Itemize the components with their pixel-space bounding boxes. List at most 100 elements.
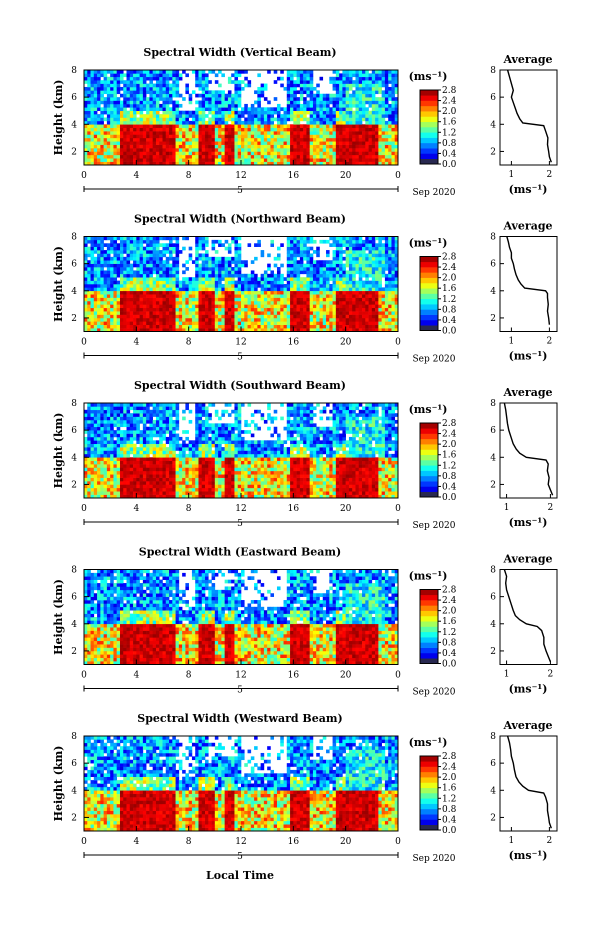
colorbar-tick-label: 2.4 xyxy=(442,97,457,107)
average-x-label: (ms⁻¹) xyxy=(509,183,548,196)
colorbar-segment xyxy=(420,127,438,133)
average-title: Average xyxy=(502,386,552,399)
colorbar-segment xyxy=(420,803,438,810)
colorbar-tick-label: 2.8 xyxy=(442,86,457,96)
colorbar-segment xyxy=(420,100,438,107)
colorbar-segment xyxy=(420,444,438,450)
average-profile-line xyxy=(506,735,552,829)
date-label: Sep 2020 xyxy=(412,188,455,198)
average-title: Average xyxy=(502,553,552,566)
avg-x-tick-label: 2 xyxy=(547,170,553,180)
avg-y-tick-label: 6 xyxy=(490,426,496,436)
x-tick-label: 0 xyxy=(81,837,87,847)
colorbar-segment xyxy=(420,605,438,611)
colorbar-tick-label: 1.2 xyxy=(442,461,456,471)
colorbar-segment xyxy=(420,454,438,461)
date-day: 5 xyxy=(237,686,243,696)
x-tick-label: 12 xyxy=(235,171,246,181)
average-frame xyxy=(499,69,558,166)
colorbar-segment xyxy=(420,261,438,268)
colorbar-segment xyxy=(420,319,438,326)
colorbar-tick-label: 0.8 xyxy=(442,805,457,815)
x-tick-label: 4 xyxy=(133,671,139,681)
colorbar-tick-label: 1.6 xyxy=(442,284,457,294)
colorbar-segment xyxy=(420,475,438,482)
x-tick-label: 20 xyxy=(340,338,352,348)
colorbar-tick-label: 2.0 xyxy=(442,107,457,117)
x-tick-label: 0 xyxy=(81,671,87,681)
colorbar-tick-label: 0.4 xyxy=(442,649,457,659)
colorbar-segment xyxy=(420,486,438,493)
colorbar-segment xyxy=(420,594,438,601)
average-frame xyxy=(499,735,558,832)
avg-y-tick-label: 4 xyxy=(490,287,496,297)
colorbar-tick-label: 0.8 xyxy=(442,638,457,648)
colorbar-tick-label: 1.6 xyxy=(442,118,457,128)
x-tick-label: 0 xyxy=(395,171,401,181)
colorbar-segment xyxy=(420,90,438,96)
panel-3: Spectral Width (Southward Beam) 2 4 6 8 Heigh… xyxy=(52,379,558,531)
average-profile-line xyxy=(503,569,552,663)
average-frame xyxy=(499,569,558,665)
date-label: Sep 2020 xyxy=(412,521,455,531)
x-tick-label: 20 xyxy=(340,504,352,514)
x-tick-label: 8 xyxy=(186,504,192,514)
x-tick-label: 0 xyxy=(395,504,401,514)
avg-y-tick-label: 8 xyxy=(490,399,496,409)
colorbar-segment xyxy=(420,771,438,778)
y-tick-label: 8 xyxy=(71,732,77,742)
colorbar-tick-label: 2.0 xyxy=(442,773,457,783)
y-axis-label: Height (km) xyxy=(52,246,65,322)
avg-x-tick-label: 2 xyxy=(547,836,553,846)
colorbar-tick-label: 0.8 xyxy=(442,139,457,149)
x-tick-label: 0 xyxy=(395,671,401,681)
avg-x-tick-label: 1 xyxy=(509,836,515,846)
avg-y-tick-label: 2 xyxy=(490,314,496,324)
colorbar-segment xyxy=(420,288,438,294)
panel-title: Spectral Width (Eastward Beam) xyxy=(139,546,341,559)
colorbar-segment xyxy=(420,470,438,477)
colorbar-frame xyxy=(419,256,439,331)
avg-y-tick-label: 4 xyxy=(490,786,496,796)
avg-x-tick-label: 1 xyxy=(509,170,515,180)
avg-y-tick-label: 6 xyxy=(490,759,496,769)
colorbar-tick-label: 0.4 xyxy=(442,482,457,492)
colorbar-segment xyxy=(420,132,438,138)
colorbar-segment xyxy=(420,626,438,633)
colorbar-tick-label: 0.0 xyxy=(442,826,457,836)
date-label: Sep 2020 xyxy=(412,688,455,698)
x-tick-label: 8 xyxy=(186,338,192,348)
colorbar-tick-label: 2.8 xyxy=(442,419,457,429)
colorbar-segment xyxy=(420,309,438,315)
colorbar-segment xyxy=(420,272,438,278)
colorbar-segment xyxy=(420,325,438,331)
colorbar-segment xyxy=(420,819,438,826)
average-title: Average xyxy=(502,53,552,66)
avg-y-tick-label: 2 xyxy=(490,147,496,157)
heatmap xyxy=(84,70,399,166)
colorbar-tick-label: 0.0 xyxy=(442,660,457,670)
y-tick-label: 4 xyxy=(71,453,77,463)
panel-2: Spectral Width (Northward Beam) 2 4 6 8 Heigh… xyxy=(52,213,558,365)
colorbar-segment xyxy=(420,95,438,101)
x-tick-label: 8 xyxy=(186,171,192,181)
colorbar-segment xyxy=(420,808,438,815)
average-x-label: (ms⁻¹) xyxy=(509,516,548,529)
colorbar-segment xyxy=(420,116,438,123)
colorbar-segment xyxy=(420,793,438,799)
x-tick-label: 4 xyxy=(133,171,139,181)
avg-x-tick-label: 1 xyxy=(504,503,510,513)
colorbar-segment xyxy=(420,652,438,659)
average-x-label: (ms⁻¹) xyxy=(509,849,548,862)
x-tick-label: 16 xyxy=(288,171,300,181)
y-tick-label: 2 xyxy=(71,480,77,490)
colorbar-tick-label: 0.4 xyxy=(442,815,457,825)
y-tick-label: 8 xyxy=(71,566,77,576)
y-tick-label: 4 xyxy=(71,120,77,130)
y-tick-label: 2 xyxy=(71,147,77,157)
panel-1: Spectral Width (Vertical Beam) 2 4 6 8 Height… xyxy=(52,46,558,198)
heatmap xyxy=(84,403,399,499)
avg-y-tick-label: 4 xyxy=(490,453,496,463)
x-tick-label: 0 xyxy=(81,171,87,181)
avg-x-tick-label: 2 xyxy=(548,503,554,513)
